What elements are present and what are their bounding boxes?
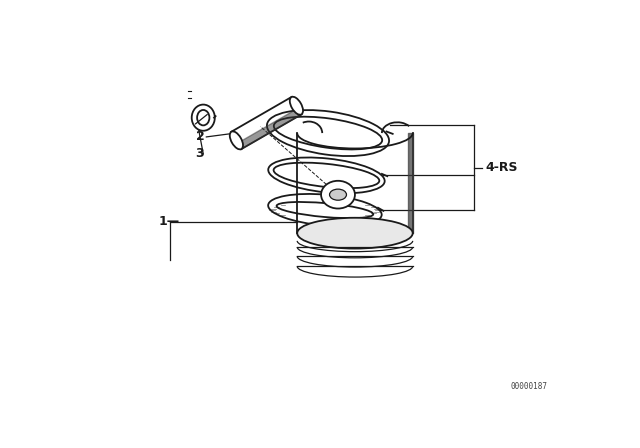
Text: 1—: 1— (159, 215, 180, 228)
Ellipse shape (290, 97, 303, 115)
Ellipse shape (276, 202, 373, 218)
Ellipse shape (268, 158, 385, 194)
Ellipse shape (268, 194, 381, 226)
Ellipse shape (197, 110, 209, 125)
Ellipse shape (321, 181, 355, 208)
Ellipse shape (267, 110, 389, 156)
Ellipse shape (192, 104, 215, 131)
Ellipse shape (274, 163, 380, 188)
Ellipse shape (230, 131, 243, 149)
Ellipse shape (330, 189, 346, 200)
Text: 2: 2 (196, 130, 204, 143)
Text: 4-RS: 4-RS (485, 161, 518, 174)
Ellipse shape (274, 117, 382, 150)
Text: 3: 3 (196, 147, 204, 160)
Polygon shape (238, 108, 301, 149)
Text: 00000187: 00000187 (511, 382, 547, 391)
Ellipse shape (297, 218, 413, 249)
